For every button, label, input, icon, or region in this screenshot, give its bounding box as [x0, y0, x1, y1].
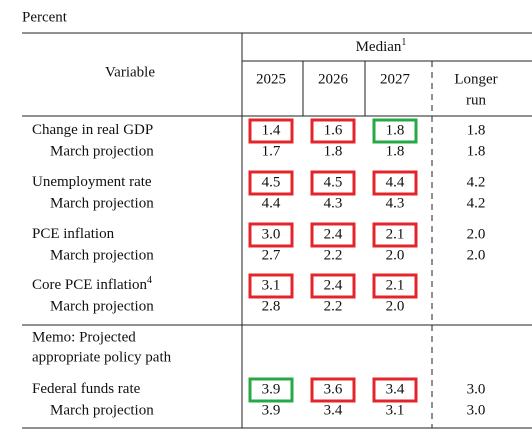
highlight-box: [310, 377, 356, 403]
cell: 2.4: [324, 277, 343, 293]
cell: 3.1: [386, 402, 405, 418]
memo: appropriate policy path: [32, 349, 172, 365]
year-header: 2026: [318, 71, 349, 87]
cell: 3.0: [262, 226, 281, 242]
cell: 3.1: [262, 277, 281, 293]
highlight-box: [372, 170, 418, 196]
row-label: Core PCE inflation4: [32, 275, 152, 293]
cell: 3.0: [467, 402, 486, 418]
year-header: 2025: [256, 71, 286, 87]
row-label: Change in real GDP: [32, 122, 153, 138]
row-label: March projection: [50, 298, 154, 314]
longer-run-header: Longer: [454, 71, 497, 87]
cell: 3.0: [467, 381, 486, 397]
cell: 4.5: [262, 174, 281, 190]
variable-header: Variable: [105, 64, 155, 80]
cell: 4.5: [324, 174, 343, 190]
highlight-box: [248, 118, 294, 144]
cell: 1.8: [467, 143, 486, 159]
label-text: Change in real GDP: [32, 122, 153, 138]
cell: 2.8: [262, 298, 281, 314]
highlight-box: [372, 273, 418, 299]
cell: 3.4: [324, 402, 343, 418]
cell: 3.6: [324, 381, 343, 397]
cell: 1.7: [262, 143, 281, 159]
cell: 3.9: [262, 381, 281, 397]
cell: 2.0: [467, 226, 486, 242]
cell: 1.8: [467, 122, 486, 138]
cell: 4.3: [386, 195, 405, 211]
row-label: March projection: [50, 247, 154, 263]
longer-run-header: run: [466, 92, 486, 108]
footnote: 1: [401, 37, 406, 48]
row-label: Federal funds rate: [32, 381, 141, 397]
highlight-box: [310, 273, 356, 299]
cell: 3.9: [262, 402, 281, 418]
cell: 2.7: [262, 247, 281, 263]
label-text: Unemployment rate: [32, 174, 152, 190]
cell: 2.2: [324, 247, 343, 263]
highlight-box: [372, 118, 418, 144]
cell: 2.2: [324, 298, 343, 314]
memo: Memo: Projected: [32, 329, 136, 345]
row-label: PCE inflation: [32, 226, 115, 242]
cell: 1.4: [262, 122, 281, 138]
cell: 1.8: [386, 122, 405, 138]
highlight-box: [248, 377, 294, 403]
footnote: 4: [147, 275, 152, 286]
cell: 2.1: [386, 226, 405, 242]
cell: 2.4: [324, 226, 343, 242]
cell: 4.2: [467, 174, 486, 190]
cell: 2.0: [386, 247, 405, 263]
median-text: Median: [356, 39, 402, 55]
highlight-box: [248, 222, 294, 248]
cell: 4.2: [467, 195, 486, 211]
label-text: Core PCE inflation: [32, 277, 147, 293]
cell: 4.4: [262, 195, 281, 211]
cell: 3.4: [386, 381, 405, 397]
cell: 1.6: [324, 122, 343, 138]
row-label: March projection: [50, 195, 154, 211]
cell: 4.4: [386, 174, 405, 190]
label-text: Federal funds rate: [32, 381, 141, 397]
row-label: March projection: [50, 143, 154, 159]
cell: 2.1: [386, 277, 405, 293]
year-header: 2027: [380, 71, 411, 87]
cell: 2.0: [467, 247, 486, 263]
highlight-box: [372, 222, 418, 248]
median-header: Median1: [356, 37, 407, 55]
cell: 2.0: [386, 298, 405, 314]
cell: 4.3: [324, 195, 343, 211]
highlight-box: [310, 118, 356, 144]
highlight-box: [310, 222, 356, 248]
highlight-box: [372, 377, 418, 403]
unit: Percent: [22, 9, 68, 25]
row-label: Unemployment rate: [32, 174, 152, 190]
highlight-box: [248, 170, 294, 196]
row-label: March projection: [50, 402, 154, 418]
highlight-box: [310, 170, 356, 196]
label-text: PCE inflation: [32, 226, 115, 242]
cell: 1.8: [386, 143, 405, 159]
highlight-box: [248, 273, 294, 299]
cell: 1.8: [324, 143, 343, 159]
